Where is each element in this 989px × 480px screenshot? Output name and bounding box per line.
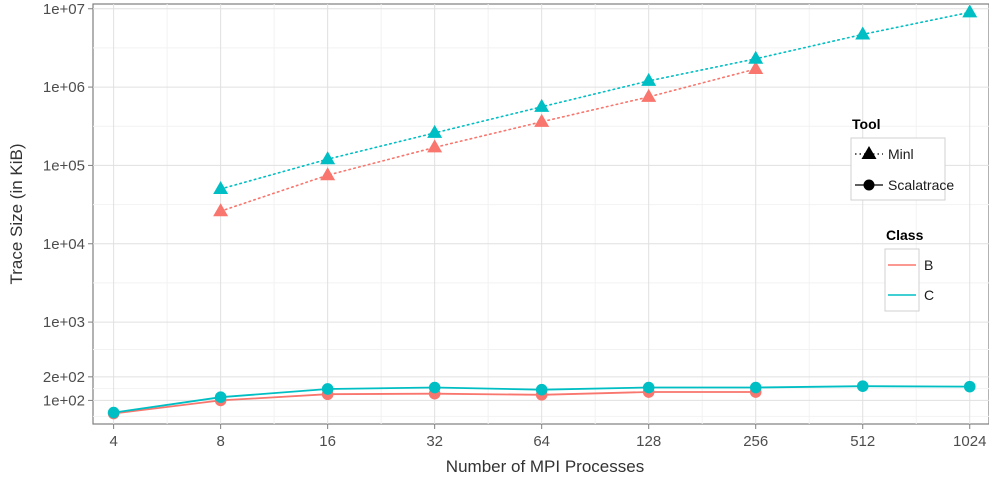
y-tick-label: 1e+07 — [43, 1, 85, 18]
data-point-scalatrace-c — [750, 382, 762, 394]
legend-tool-label-minl: Minl — [888, 146, 914, 162]
y-tick-label: 2e+02 — [43, 369, 85, 386]
legend-class-box — [885, 249, 919, 311]
x-tick-label: 64 — [533, 433, 550, 450]
x-tick-label: 8 — [216, 433, 224, 450]
legend-class-label-c: C — [924, 287, 934, 303]
y-tick-label: 1e+04 — [43, 236, 85, 253]
data-point-scalatrace-c — [215, 391, 227, 403]
legend-tool-title: Tool — [852, 116, 881, 132]
x-tick-label: 512 — [850, 433, 875, 450]
plot-panel — [93, 4, 989, 424]
x-axis-title: Number of MPI Processes — [446, 457, 644, 476]
y-axis: 1e+02 2e+02 1e+03 1e+04 1e+05 1e+06 1e+07 — [43, 1, 93, 410]
x-tick-label: 32 — [426, 433, 443, 450]
data-point-scalatrace-c — [643, 382, 655, 394]
x-tick-label: 256 — [743, 433, 768, 450]
x-axis: 4 8 16 32 64 128 256 512 1024 — [109, 424, 986, 450]
legend-class-title: Class — [886, 227, 924, 243]
y-tick-label: 1e+06 — [43, 79, 85, 96]
y-tick-label: 1e+02 — [43, 392, 85, 409]
x-tick-label: 4 — [109, 433, 117, 450]
data-point-scalatrace-c — [108, 407, 120, 419]
legend-class-label-b: B — [924, 257, 933, 273]
x-tick-label: 128 — [636, 433, 661, 450]
data-point-scalatrace-c — [536, 384, 548, 396]
data-point-scalatrace-c — [322, 383, 334, 395]
data-point-scalatrace-c — [429, 382, 441, 394]
data-point-scalatrace-c — [964, 381, 976, 393]
x-tick-label: 16 — [319, 433, 336, 450]
y-tick-label: 1e+03 — [43, 314, 85, 331]
x-tick-label: 1024 — [953, 433, 986, 450]
y-tick-label: 1e+05 — [43, 157, 85, 174]
legend-tool-label-scalatrace: Scalatrace — [888, 177, 954, 193]
y-axis-title: Trace Size (in KiB) — [7, 143, 26, 284]
data-point-scalatrace-c — [857, 380, 869, 392]
